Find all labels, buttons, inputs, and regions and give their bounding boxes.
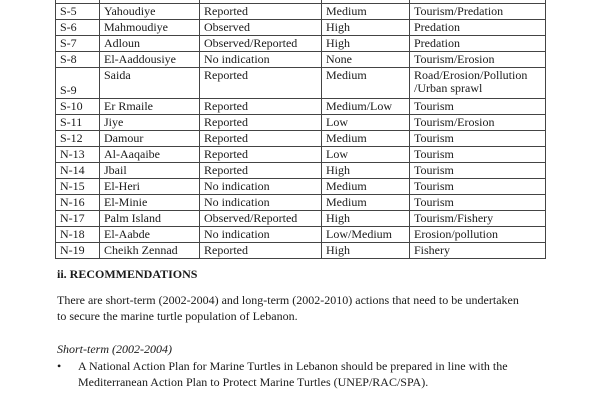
turtle-activity-cell: Medium <box>321 67 410 99</box>
threats-cell: Tourism <box>409 162 546 179</box>
site-code-cell: N-18 <box>55 226 100 243</box>
turtle-activity-cell: Low <box>321 146 410 163</box>
nesting-status-cell: Reported <box>199 146 322 163</box>
site-code-cell: N-16 <box>55 194 100 211</box>
site-name-cell: Er Rmaile <box>99 98 200 115</box>
nesting-status-cell: Reported <box>199 242 322 259</box>
site-code-cell: N-14 <box>55 162 100 179</box>
turtle-activity-cell: Low <box>321 114 410 131</box>
threats-cell: Road/Erosion/Pollution /Urban sprawl <box>409 67 546 99</box>
site-name-cell: El-Minie <box>99 194 200 211</box>
threats-cell: Erosion/pollution <box>409 226 546 243</box>
site-code-cell: S-10 <box>55 98 100 115</box>
threats-cell: Predation <box>409 35 546 52</box>
site-code-cell: S-6 <box>55 19 100 36</box>
turtle-activity-cell: Low/Medium <box>321 226 410 243</box>
table-row: N-19 Cheikh Zennad Reported High Fishery <box>55 242 546 259</box>
threats-cell: Tourism <box>409 194 546 211</box>
nesting-status-cell: No indication <box>199 178 322 195</box>
site-name-cell: Mahmoudiye <box>99 19 200 36</box>
table-row: S-7 Adloun Observed/Reported High Predation <box>55 35 546 52</box>
table-row: N-16 El-Minie No indication Medium Tourism <box>55 194 546 211</box>
threats-cell: Predation <box>409 19 546 36</box>
table-row: N-15 El-Heri No indication Medium Tourism <box>55 178 546 195</box>
table-row: S-12 Damour Reported Medium Tourism <box>55 130 546 147</box>
nesting-status-cell: No indication <box>199 194 322 211</box>
turtle-activity-cell: Medium <box>321 3 410 20</box>
nesting-status-cell: Observed/Reported <box>199 210 322 227</box>
threats-cell: Tourism <box>409 98 546 115</box>
site-name-cell: Palm Island <box>99 210 200 227</box>
site-code-cell: S-8 <box>55 51 100 68</box>
turtle-activity-cell: Medium <box>321 130 410 147</box>
site-code-cell: S-11 <box>55 114 100 131</box>
site-name-cell: Saida <box>99 67 200 99</box>
site-code-cell: N-15 <box>55 178 100 195</box>
site-code-cell: N-13 <box>55 146 100 163</box>
turtle-activity-cell: High <box>321 242 410 259</box>
nesting-status-cell: No indication <box>199 51 322 68</box>
threats-cell: Tourism/Fishery <box>409 210 546 227</box>
turtle-activity-cell: Medium/Low <box>321 98 410 115</box>
table-row: N-14 Jbail Reported High Tourism <box>55 162 546 179</box>
nesting-status-cell: Reported <box>199 130 322 147</box>
threats-cell: Fishery <box>409 242 546 259</box>
table-row: S-11 Jiye Reported Low Tourism/Erosion <box>55 114 546 131</box>
table-row: S-9 Saida Reported Medium Road/Erosion/Pollu… <box>55 67 546 99</box>
section-heading: ii. RECOMMENDATIONS <box>57 267 198 281</box>
threats-cell: Tourism <box>409 178 546 195</box>
threats-cell: Tourism/Erosion <box>409 114 546 131</box>
site-code-cell: S-7 <box>55 35 100 52</box>
sites-table: S-5 Yahoudiye Reported Medium Tourism/Predat… <box>55 0 546 259</box>
bullet-item: A National Action Plan for Marine Turtle… <box>78 359 508 389</box>
nesting-status-cell: Reported <box>199 3 322 20</box>
site-name-cell: Adloun <box>99 35 200 52</box>
turtle-activity-cell: High <box>321 210 410 227</box>
nesting-status-cell: Reported <box>199 67 322 99</box>
site-name-cell: Damour <box>99 130 200 147</box>
site-code-cell: S-12 <box>55 130 100 147</box>
table-row: N-18 El-Aabde No indication Low/Medium Erosi… <box>55 226 546 243</box>
site-name-cell: Jbail <box>99 162 200 179</box>
table-row: N-13 Al-Aaqaibe Reported Low Tourism <box>55 146 546 163</box>
site-code-cell: N-17 <box>55 210 100 227</box>
table-row: S-8 El-Aaddousiye No indication None Tourism… <box>55 51 546 68</box>
site-name-cell: Al-Aaqaibe <box>99 146 200 163</box>
turtle-activity-cell: Medium <box>321 194 410 211</box>
site-name-cell: El-Aaddousiye <box>99 51 200 68</box>
threats-cell: Tourism <box>409 146 546 163</box>
site-name-cell: El-Heri <box>99 178 200 195</box>
nesting-status-cell: Reported <box>199 114 322 131</box>
table-row: S-10 Er Rmaile Reported Medium/Low Tourism <box>55 98 546 115</box>
nesting-status-cell: No indication <box>199 226 322 243</box>
table-row: S-6 Mahmoudiye Observed High Predation <box>55 19 546 36</box>
turtle-activity-cell: None <box>321 51 410 68</box>
site-code-cell: S-9 <box>55 67 100 99</box>
site-name-cell: Cheikh Zennad <box>99 242 200 259</box>
bullet-icon: • <box>57 359 62 373</box>
nesting-status-cell: Reported <box>199 98 322 115</box>
nesting-status-cell: Observed/Reported <box>199 35 322 52</box>
site-code-cell: S-5 <box>55 3 100 20</box>
threats-cell: Tourism/Predation <box>409 3 546 20</box>
turtle-activity-cell: High <box>321 162 410 179</box>
table-row: S-5 Yahoudiye Reported Medium Tourism/Predat… <box>55 3 546 20</box>
short-term-subheading: Short-term (2002-2004) <box>57 342 172 356</box>
site-code-cell: N-19 <box>55 242 100 259</box>
turtle-activity-cell: High <box>321 35 410 52</box>
turtle-activity-cell: Medium <box>321 178 410 195</box>
site-name-cell: Yahoudiye <box>99 3 200 20</box>
threats-cell: Tourism/Erosion <box>409 51 546 68</box>
nesting-status-cell: Reported <box>199 162 322 179</box>
site-name-cell: Jiye <box>99 114 200 131</box>
threats-cell: Tourism <box>409 130 546 147</box>
turtle-activity-cell: High <box>321 19 410 36</box>
nesting-status-cell: Observed <box>199 19 322 36</box>
intro-paragraph: There are short-term (2002-2004) and lon… <box>57 293 519 323</box>
table-row: N-17 Palm Island Observed/Reported High Tour… <box>55 210 546 227</box>
site-name-cell: El-Aabde <box>99 226 200 243</box>
